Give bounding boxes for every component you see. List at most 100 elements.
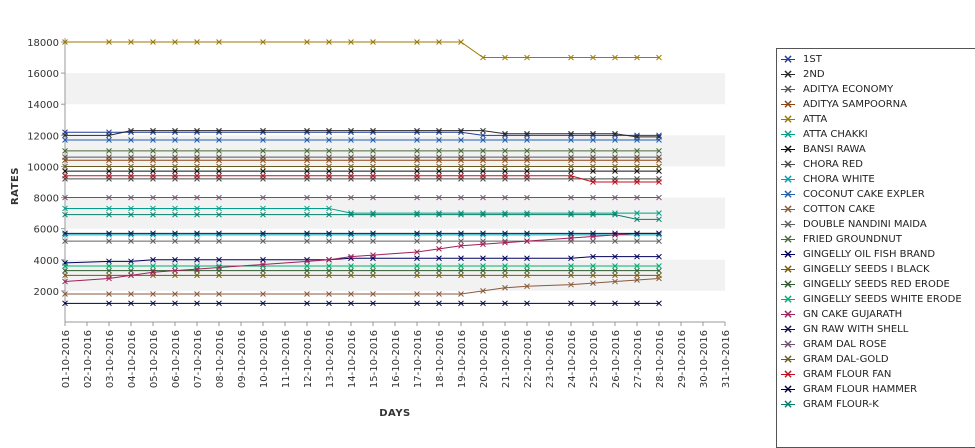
data-point [348,137,354,143]
legend-item[interactable]: × CHORA WHITE [777,172,975,187]
data-point [612,263,618,269]
data-point [656,230,662,237]
x-tick-label: 21-10-2016 [501,330,512,388]
data-point [194,238,200,244]
legend-item[interactable]: × COCONUT CAKE EXPLER [777,187,975,202]
legend-label: ATTA CHAKKI [803,129,868,140]
data-point [524,263,530,269]
legend-marker-icon: × [781,157,795,171]
data-point [326,263,332,269]
legend-item[interactable]: × GRAM FLOUR HAMMER [777,382,975,397]
data-point [458,255,464,262]
data-point [62,291,68,297]
x-tick-label: 06-10-2016 [171,330,182,388]
series-line [62,163,662,170]
legend-item[interactable]: × GINGELLY OIL FISH BRAND [777,247,975,262]
data-point [568,130,574,137]
data-point [656,148,662,154]
legend-item[interactable]: × 2ND [777,67,975,82]
data-point [106,194,112,201]
legend-marker-icon: × [781,217,795,231]
legend-item[interactable]: × DOUBLE NANDINI MAIDA [777,217,975,232]
data-point [216,300,222,307]
data-point [656,163,662,170]
data-point [370,168,376,174]
legend-item[interactable]: × GN RAW WITH SHELL [777,322,975,337]
data-point [194,230,200,237]
data-point [348,238,354,244]
legend-label: GRAM FLOUR-K [803,399,879,410]
data-point [62,194,68,201]
data-point [656,267,662,274]
data-point [568,54,574,61]
data-point [524,157,530,164]
data-point [304,163,310,170]
data-point [590,130,596,137]
data-point [150,194,156,201]
x-tick-label: 29-10-2016 [677,330,688,388]
legend-item[interactable]: × GRAM DAL ROSE [777,337,975,352]
data-point [304,157,310,164]
data-point [480,272,486,279]
legend-item[interactable]: × ADITYA SAMPOORNA [777,97,975,112]
data-point [370,148,376,154]
data-point [458,242,464,249]
legend-item[interactable]: × GRAM DAL-GOLD [777,352,975,367]
data-point [370,272,376,279]
data-point [260,291,266,297]
data-point [590,230,596,237]
legend-item[interactable]: × GRAM FLOUR-K [777,397,975,412]
data-point [194,256,200,263]
data-point [480,148,486,154]
legend-item[interactable]: × COTTON CAKE [777,202,975,217]
legend-item[interactable]: × GINGELLY SEEDS RED ERODE [777,277,975,292]
data-point [568,230,574,237]
data-point [458,211,464,218]
legend-item[interactable]: × GINGELLY SEEDS WHITE ERODE [777,292,975,307]
data-point [370,163,376,170]
legend-label: GINGELLY SEEDS I BLACK [803,264,930,275]
data-point [106,148,112,154]
data-point [524,137,530,143]
data-point [590,148,596,154]
data-point [612,54,618,61]
data-point [260,211,266,218]
x-tick-label: 15-10-2016 [369,330,380,388]
data-point [480,168,486,174]
legend-item[interactable]: × CHORA RED [777,157,975,172]
data-point [106,300,112,307]
legend-item[interactable]: × GINGELLY SEEDS I BLACK [777,262,975,277]
x-tick-label: 30-10-2016 [699,330,710,388]
data-point [216,291,222,297]
grid-band [65,73,725,105]
data-point [524,272,530,279]
legend-item[interactable]: × ADITYA ECONOMY [777,82,975,97]
legend-item[interactable]: × 1ST [777,52,975,67]
series-line [62,275,662,297]
series-path [65,41,659,59]
data-point [106,205,112,212]
data-point [656,216,662,223]
data-point [612,267,618,274]
legend-marker-icon: × [781,82,795,96]
series-line [62,148,662,154]
legend-label: DOUBLE NANDINI MAIDA [803,219,927,230]
x-tick-label: 25-10-2016 [589,330,600,388]
data-point [348,148,354,154]
legend-item[interactable]: × GN CAKE GUJARATH [777,307,975,322]
legend-item[interactable]: × FRIED GROUNDNUT [777,232,975,247]
data-point [524,255,530,262]
legend-marker-icon: × [781,112,795,126]
legend-item[interactable]: × BANSI RAWA [777,142,975,157]
data-point [502,267,508,274]
data-point [304,168,310,174]
x-tick-label: 10-10-2016 [259,330,270,388]
legend-label: COTTON CAKE [803,204,876,215]
data-point [612,179,618,185]
data-point [128,300,134,307]
x-tick-label: 17-10-2016 [413,330,424,388]
legend-item[interactable]: × ATTA [777,112,975,127]
legend-item[interactable]: × GRAM FLOUR FAN [777,367,975,382]
legend-item[interactable]: × ATTA CHAKKI [777,127,975,142]
legend-marker-icon: × [781,127,795,141]
